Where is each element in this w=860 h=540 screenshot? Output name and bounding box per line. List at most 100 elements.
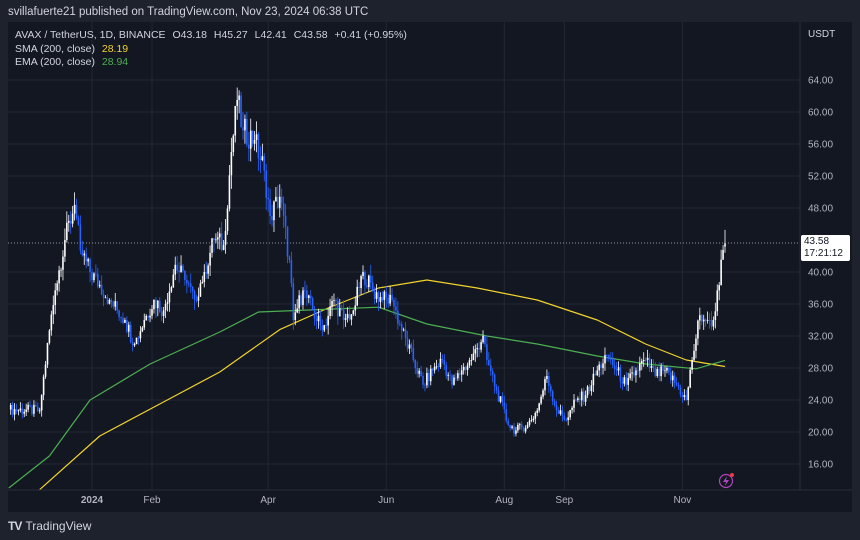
candle: [472, 353, 475, 360]
candle: [273, 201, 275, 221]
candle: [211, 238, 213, 253]
candle: [604, 355, 606, 364]
candle: [559, 410, 562, 414]
candle: [662, 366, 664, 371]
candle: [98, 284, 101, 287]
candle: [580, 391, 583, 401]
candle: [666, 368, 668, 371]
ema-legend[interactable]: EMA (200, close) 28.94: [15, 56, 132, 68]
candle: [114, 301, 117, 307]
candle: [526, 424, 529, 429]
candle: [424, 384, 426, 386]
candle: [451, 375, 453, 385]
candle: [577, 398, 579, 400]
tradingview-logo-icon: TV: [8, 519, 22, 533]
candle: [530, 420, 533, 421]
candle: [615, 369, 618, 371]
candle: [155, 300, 157, 309]
candle: [524, 428, 527, 432]
candle: [263, 156, 266, 171]
candle: [108, 300, 111, 304]
candle: [557, 410, 560, 414]
candle: [644, 359, 647, 361]
candle: [331, 300, 333, 307]
time-axis[interactable]: 2024 Feb Apr Jun Aug Sep Nov: [81, 495, 691, 506]
candle: [300, 295, 302, 305]
candle: [398, 323, 401, 325]
candle: [232, 135, 235, 152]
candle: [77, 218, 80, 225]
candle: [33, 404, 35, 414]
candle: [348, 313, 351, 320]
candle: [62, 256, 64, 270]
price-tick-label: 32.00: [808, 332, 833, 343]
sma-legend[interactable]: SMA (200, close) 28.19: [15, 43, 132, 55]
candle: [356, 286, 359, 306]
candle: [658, 369, 660, 377]
lightning-icon[interactable]: [718, 473, 735, 489]
candle: [379, 296, 382, 302]
candle: [383, 291, 386, 300]
candle: [515, 430, 517, 434]
candle: [455, 377, 457, 379]
currency-label[interactable]: USDT: [808, 29, 836, 40]
candle: [428, 372, 430, 382]
symbol-legend[interactable]: AVAX / TetherUS, 1D, BINANCE O43.18 H45.…: [15, 29, 411, 41]
candle: [664, 370, 666, 372]
candle: [143, 320, 146, 328]
candle: [389, 294, 391, 304]
low-value: L42.41: [254, 29, 287, 41]
candle: [722, 249, 724, 260]
candle: [104, 297, 107, 299]
candle: [244, 118, 246, 131]
candle: [354, 305, 357, 311]
candle: [497, 390, 500, 402]
candle: [135, 337, 138, 344]
candle: [416, 368, 419, 374]
candle: [681, 394, 684, 398]
candle: [338, 308, 341, 317]
candle: [170, 287, 173, 292]
candle: [215, 239, 217, 241]
candle: [652, 366, 655, 368]
candle: [381, 296, 384, 300]
candle: [458, 373, 461, 375]
candle: [538, 403, 540, 411]
candle: [352, 310, 355, 315]
candle: [259, 158, 262, 160]
candle: [246, 118, 248, 145]
symbol-name[interactable]: AVAX / TetherUS, 1D, BINANCE: [15, 29, 166, 41]
footer[interactable]: TV TradingView: [8, 519, 91, 533]
candle: [313, 310, 316, 319]
candle: [646, 357, 649, 360]
candle: [201, 281, 204, 284]
candle: [464, 366, 467, 370]
price-tick-label: 56.00: [808, 140, 833, 151]
candle: [511, 426, 513, 428]
candle: [635, 370, 637, 376]
candle: [325, 325, 328, 326]
candle: [720, 259, 722, 286]
candle: [586, 386, 589, 396]
candle: [141, 327, 144, 332]
candle: [19, 408, 22, 411]
candle: [573, 399, 575, 408]
ema-value: 28.94: [101, 56, 129, 68]
candle: [261, 156, 264, 160]
candle: [431, 368, 434, 371]
candle: [395, 306, 397, 311]
candle: [124, 320, 126, 323]
candle: [517, 424, 519, 431]
candle: [247, 144, 250, 149]
candle: [627, 377, 630, 385]
candles: [9, 87, 726, 437]
candle: [230, 152, 233, 176]
candle: [205, 272, 208, 274]
price-axis[interactable]: 16.00 20.00 24.00 28.00 32.00 36.00 40.00 48.00…: [808, 76, 833, 471]
candle: [602, 363, 604, 369]
candle: [700, 315, 703, 322]
candle: [637, 370, 639, 372]
candle: [553, 401, 556, 406]
candle: [178, 270, 180, 272]
